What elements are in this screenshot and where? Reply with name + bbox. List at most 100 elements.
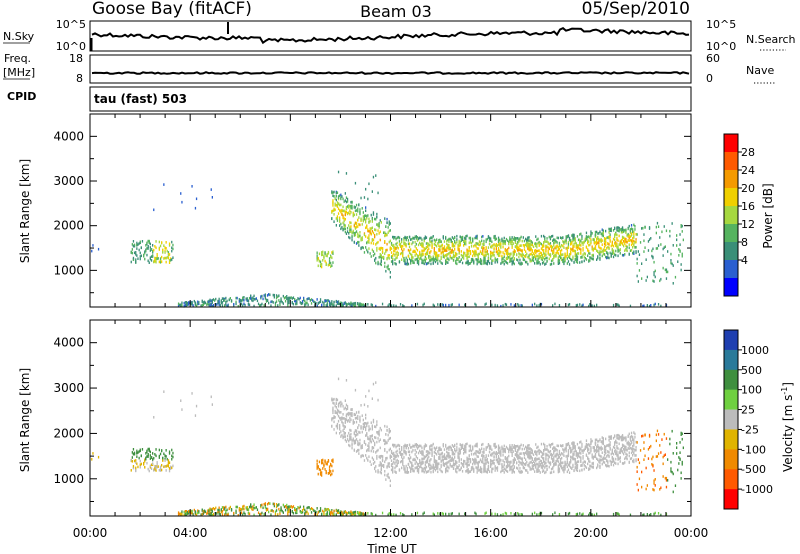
power-cell xyxy=(472,258,474,262)
velocity-cell xyxy=(491,454,493,457)
velocity-cell xyxy=(261,511,263,515)
velocity-cell xyxy=(351,439,353,442)
power-cell xyxy=(624,240,626,244)
power-cell xyxy=(452,243,455,246)
power-cell xyxy=(164,251,166,254)
velocity-cell xyxy=(156,463,158,466)
power-cell xyxy=(328,303,331,307)
power-cell xyxy=(492,244,494,247)
power-cell xyxy=(540,302,543,306)
power-cell xyxy=(335,300,337,304)
power-cell xyxy=(516,258,518,261)
velocity-cell xyxy=(442,444,444,448)
velocity-cell xyxy=(353,421,355,424)
velocity-cell xyxy=(454,444,456,447)
velocity-cell xyxy=(414,466,416,470)
power-cell xyxy=(455,252,457,255)
power-cell xyxy=(351,302,353,306)
power-cell xyxy=(475,250,477,253)
velocity-cell xyxy=(344,406,346,410)
velocity-cell xyxy=(452,451,455,454)
velocity-cell xyxy=(203,509,206,513)
power-cell xyxy=(420,255,422,259)
power-cell xyxy=(181,200,183,204)
power-cell xyxy=(650,237,652,240)
power-cell xyxy=(628,224,630,228)
power-cell xyxy=(394,236,396,239)
power-cell xyxy=(566,246,568,250)
power-cell xyxy=(553,262,555,265)
velocity-cell xyxy=(431,449,433,453)
power-cell xyxy=(211,196,213,199)
power-cell xyxy=(652,247,654,251)
velocity-cell xyxy=(467,457,469,461)
velocity-cell xyxy=(350,510,352,513)
power-cell xyxy=(555,254,557,257)
velocity-cell xyxy=(168,469,171,473)
power-cell xyxy=(624,253,626,256)
power-cell xyxy=(339,203,341,207)
velocity-cell xyxy=(344,418,346,421)
power-cell xyxy=(226,299,228,303)
power-cell xyxy=(478,252,481,256)
power-cell xyxy=(657,244,660,247)
velocity-cell xyxy=(514,458,517,461)
power-cell xyxy=(568,256,571,260)
power-cell xyxy=(345,206,348,209)
power-cell xyxy=(500,304,502,308)
power-cell xyxy=(458,260,460,264)
power-cell xyxy=(517,246,519,250)
power-colorbar-label-tick: 20 xyxy=(741,182,755,195)
power-cell xyxy=(620,229,623,232)
power-cell xyxy=(278,294,280,297)
power-cell xyxy=(144,250,146,253)
velocity-cell xyxy=(396,444,398,448)
velocity-cell xyxy=(470,449,473,453)
power-cell xyxy=(519,237,521,240)
velocity-cell xyxy=(353,511,355,514)
velocity-cell xyxy=(422,450,424,454)
power-cell xyxy=(529,246,531,249)
velocity-cell xyxy=(261,503,263,507)
power-cell xyxy=(473,244,475,248)
velocity-cell xyxy=(137,451,139,454)
power-cell xyxy=(646,275,648,279)
velocity-cell xyxy=(286,506,288,509)
power-cell xyxy=(468,255,470,258)
power-cell xyxy=(362,211,364,214)
power-cell xyxy=(523,239,526,243)
velocity-cell xyxy=(487,454,490,457)
power-cell xyxy=(379,238,381,242)
velocity-cell xyxy=(496,469,499,472)
power-cell xyxy=(350,230,352,233)
power-cell xyxy=(576,255,579,259)
power-cell xyxy=(417,260,420,264)
power-cell xyxy=(352,231,354,234)
power-cell xyxy=(552,234,554,238)
velocity-cell xyxy=(412,444,414,448)
velocity-cell xyxy=(387,513,389,517)
power-cell xyxy=(186,303,189,306)
power-cell xyxy=(168,258,171,262)
power-cell xyxy=(676,234,678,237)
velocity-cell xyxy=(518,513,520,516)
velocity-cell xyxy=(539,450,541,453)
power-cell xyxy=(330,303,332,307)
power-cell xyxy=(354,227,357,230)
power-cell xyxy=(452,251,455,254)
power-cell xyxy=(332,201,334,204)
power-cell xyxy=(426,245,429,248)
power-cell xyxy=(340,222,342,226)
power-cell xyxy=(461,238,464,242)
power-cell xyxy=(511,244,513,247)
velocity-cell xyxy=(325,462,327,466)
power-cell xyxy=(296,301,298,305)
power-cell xyxy=(522,257,524,260)
power-cell xyxy=(476,234,478,238)
velocity-cell xyxy=(475,466,477,469)
power-cell xyxy=(548,253,550,256)
velocity-cell xyxy=(405,471,407,474)
velocity-cell xyxy=(260,505,262,509)
velocity-cell xyxy=(552,442,554,446)
power-cell xyxy=(392,254,394,257)
